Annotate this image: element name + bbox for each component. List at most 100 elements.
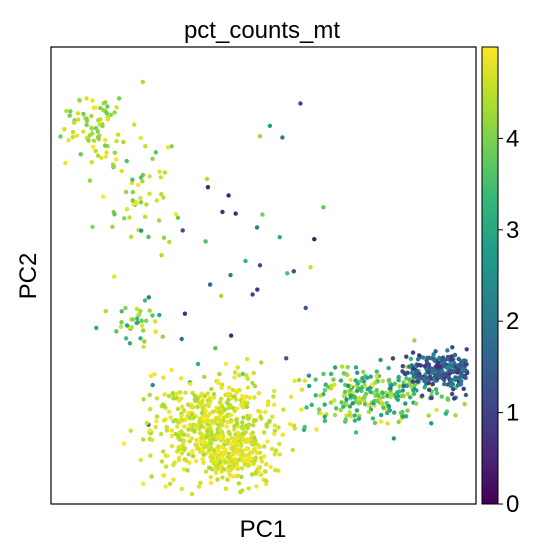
data-point — [190, 454, 196, 459]
data-point — [322, 402, 327, 407]
data-point — [357, 400, 363, 405]
data-point — [124, 323, 130, 328]
data-point — [250, 430, 255, 435]
data-point — [112, 110, 117, 115]
data-point — [257, 465, 263, 470]
data-point — [345, 365, 350, 370]
data-point — [229, 419, 234, 424]
data-point — [220, 423, 225, 428]
data-point — [322, 388, 328, 393]
data-point — [350, 401, 355, 406]
data-point — [280, 135, 285, 140]
data-point — [448, 369, 453, 374]
data-point — [268, 464, 273, 470]
data-point — [246, 416, 251, 421]
data-point — [128, 428, 133, 433]
data-point — [207, 465, 212, 470]
data-point — [134, 201, 139, 206]
data-point — [144, 420, 149, 426]
data-point — [349, 414, 354, 419]
data-point — [169, 144, 174, 149]
data-point — [241, 437, 246, 442]
data-point — [408, 395, 413, 400]
data-point — [409, 384, 414, 389]
data-point — [166, 393, 172, 399]
data-point — [114, 157, 119, 162]
data-point — [203, 469, 209, 474]
data-point — [141, 397, 146, 402]
data-point — [185, 433, 191, 438]
data-point — [334, 406, 339, 411]
data-point — [215, 379, 221, 384]
data-point — [357, 387, 362, 392]
data-point — [203, 409, 208, 414]
data-point — [223, 486, 228, 491]
data-point — [150, 382, 155, 388]
data-point — [163, 484, 168, 489]
data-point — [100, 123, 105, 129]
data-point — [389, 391, 394, 397]
data-point — [238, 449, 243, 454]
data-point — [341, 371, 346, 376]
data-point — [114, 138, 119, 144]
data-point — [240, 455, 245, 460]
data-point — [400, 364, 405, 369]
data-point — [163, 464, 169, 469]
data-point — [404, 354, 409, 359]
data-point — [219, 445, 225, 450]
colorbar-ticks: 0 1 2 3 4 — [498, 125, 519, 518]
data-point — [227, 432, 233, 437]
data-point — [428, 376, 433, 382]
data-point — [424, 358, 429, 363]
data-point — [405, 391, 410, 396]
data-point — [207, 411, 213, 416]
data-point — [105, 116, 111, 122]
data-point — [124, 158, 129, 164]
data-point — [374, 388, 379, 393]
data-point — [338, 407, 343, 413]
data-point — [161, 473, 166, 478]
data-point — [277, 235, 282, 240]
data-point — [240, 371, 245, 377]
data-point — [431, 352, 436, 357]
data-point — [138, 175, 144, 180]
data-point — [115, 132, 121, 137]
data-point — [234, 406, 240, 411]
data-point — [168, 415, 173, 420]
data-point — [127, 215, 132, 220]
data-point — [201, 440, 207, 446]
data-point — [156, 218, 162, 223]
data-point — [200, 457, 205, 462]
data-point — [255, 443, 261, 448]
data-point — [386, 404, 392, 409]
data-point — [444, 365, 449, 370]
data-point — [147, 191, 152, 196]
data-point — [182, 438, 187, 443]
data-point — [288, 394, 294, 399]
data-point — [272, 452, 277, 457]
data-point — [58, 134, 63, 139]
data-point — [216, 444, 221, 449]
data-point — [219, 385, 224, 390]
data-point — [270, 414, 275, 419]
data-point — [170, 391, 175, 396]
data-point — [258, 360, 264, 365]
data-point — [165, 453, 170, 459]
data-point — [138, 308, 143, 314]
data-point — [441, 364, 446, 369]
data-point — [240, 426, 246, 431]
data-point — [248, 440, 254, 445]
data-point — [209, 431, 214, 436]
data-point — [249, 472, 255, 477]
colorbar-tick-label: 3 — [506, 217, 519, 244]
data-point — [181, 467, 187, 472]
data-point — [134, 306, 140, 312]
data-point — [152, 372, 157, 377]
data-point — [284, 356, 289, 361]
data-point — [150, 156, 155, 161]
data-point — [217, 413, 222, 419]
data-point — [122, 216, 127, 221]
data-point — [296, 377, 302, 383]
data-point — [102, 143, 108, 148]
data-point — [193, 442, 199, 447]
